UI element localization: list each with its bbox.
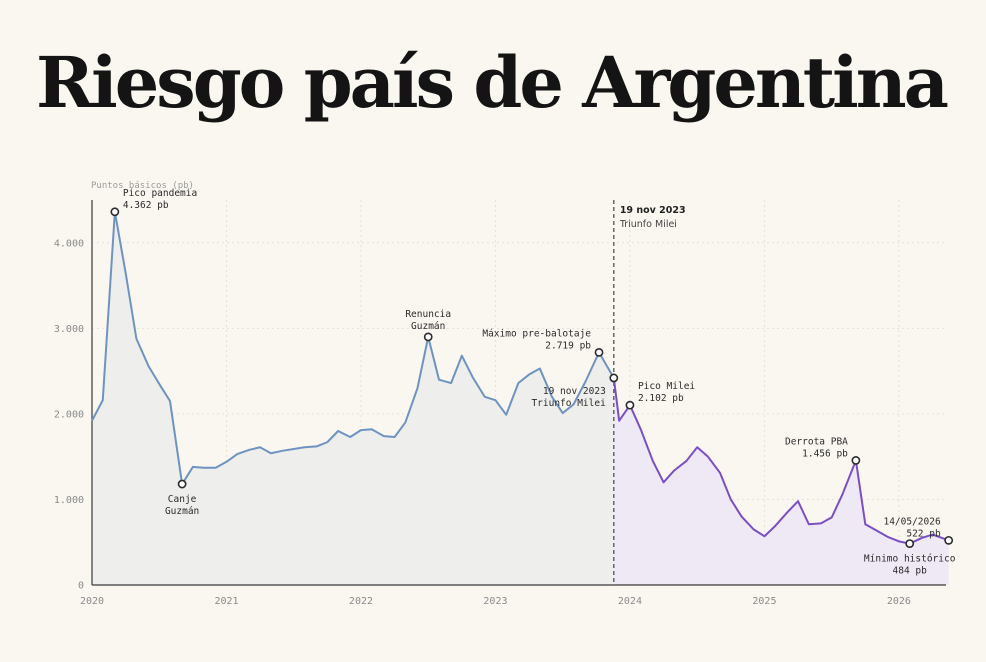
event-sub-label: Triunfo Milei: [619, 219, 677, 230]
annotation-point: [609, 373, 619, 383]
annotation-point: [851, 456, 861, 465]
x-tick-label: 2023: [483, 596, 507, 607]
y-tick-label: 1.000: [54, 495, 84, 506]
y-axis-label: Puntos básicos (pb): [91, 181, 194, 191]
area-milei: [613, 377, 949, 585]
annotation-label: Máximo pre-balotaje: [482, 328, 591, 339]
annotation-point: [905, 539, 915, 548]
y-tick-label: 4.000: [54, 238, 84, 249]
annotation-label: 484 pb: [893, 566, 928, 577]
annotation-label: 2.719 pb: [545, 340, 591, 351]
annotation-label: Derrota PBA: [785, 436, 848, 447]
annotation-label: Pico pandemia: [123, 188, 197, 199]
x-tick-label: 2022: [349, 596, 373, 607]
series-line-pre-milei: [91, 210, 615, 486]
annotation-point: [423, 332, 433, 342]
annotation-label: Guzmán: [165, 506, 199, 517]
annotation-label: 522 pb: [906, 528, 941, 539]
y-tick-label: 2.000: [54, 409, 84, 420]
annotation-label: Guzmán: [411, 321, 445, 332]
chart-title: Riesgo país de Argentina: [36, 41, 949, 124]
x-tick-label: 2021: [214, 596, 238, 607]
annotation-label: 19 nov 2023: [543, 386, 606, 397]
annotation-point: [594, 347, 604, 357]
annotation-label: Triunfo Milei: [531, 398, 606, 409]
series-line-milei: [612, 377, 950, 545]
annotation-point: [110, 207, 120, 217]
annotation-label: 1.456 pb: [802, 448, 848, 459]
annotation-label: Mínimo histórico: [864, 554, 956, 565]
annotation-label: Canje: [168, 494, 197, 505]
x-tick-label: 2024: [618, 596, 642, 607]
annotation-label: Renuncia: [405, 309, 451, 320]
event-date-label: 19 nov 2023: [620, 205, 686, 216]
annotation-point: [177, 479, 187, 489]
annotation-label: 14/05/2026: [883, 516, 940, 527]
annotation-point: [625, 400, 635, 410]
x-tick-label: 2026: [887, 596, 911, 607]
annotation-label: 4.362 pb: [123, 200, 169, 211]
y-tick-label: 0: [78, 581, 84, 592]
x-tick-label: 2020: [80, 596, 104, 607]
x-tick-label: 2025: [752, 596, 776, 607]
annotation-label: Pico Milei: [638, 381, 695, 392]
annotation-label: 2.102 pb: [638, 393, 684, 404]
y-tick-label: 3.000: [54, 324, 84, 335]
area-pre-milei: [92, 211, 614, 585]
annotation-point: [944, 535, 954, 545]
